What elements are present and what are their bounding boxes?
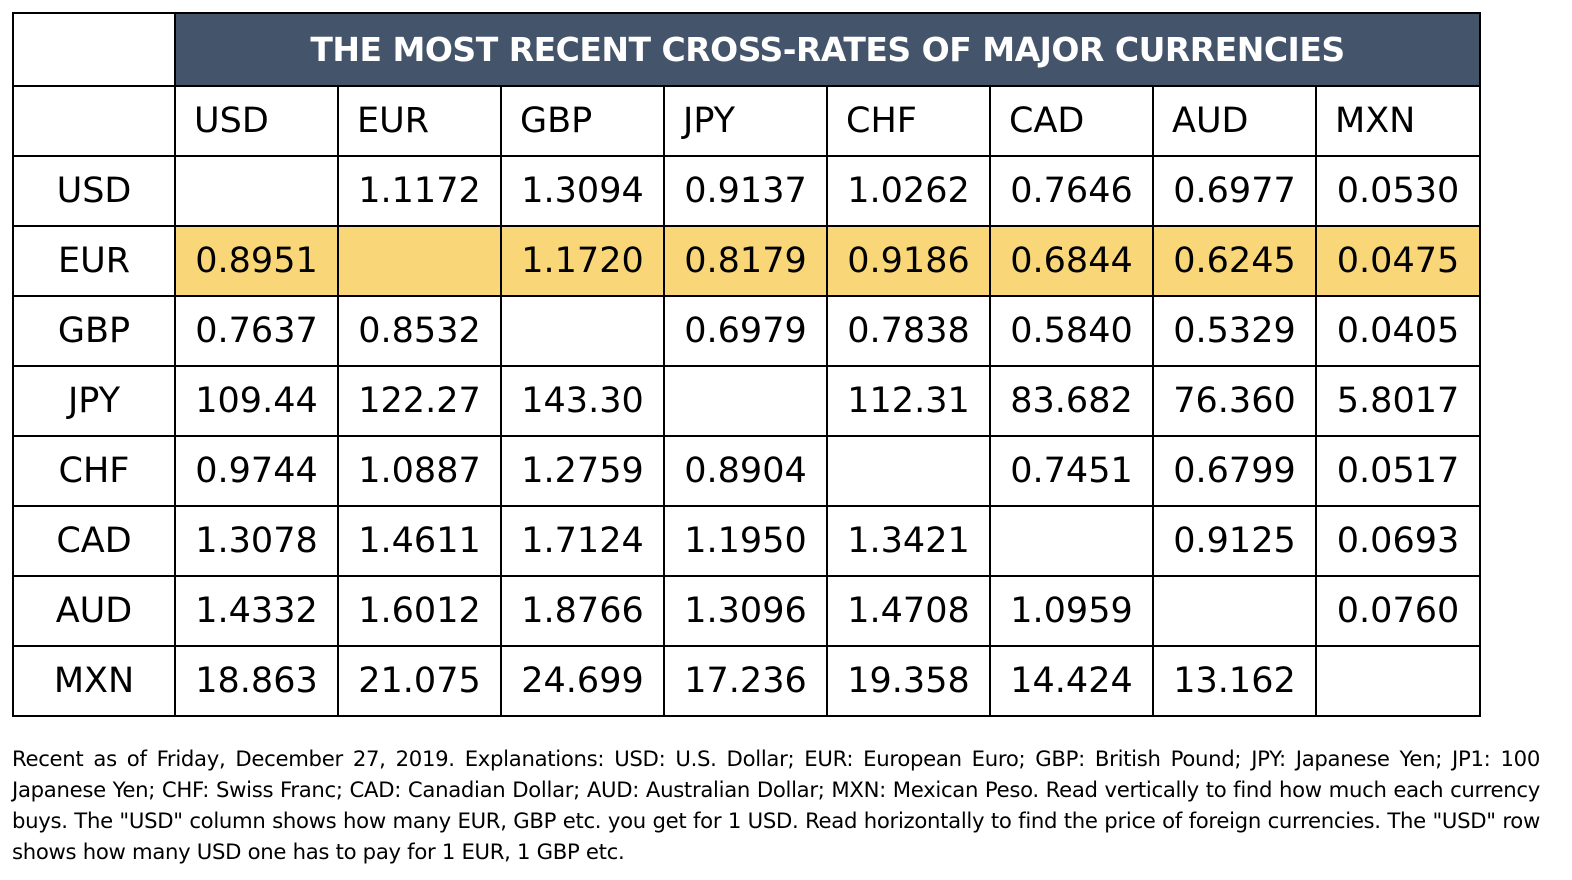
rate-cell: 1.7124 — [500, 505, 665, 577]
rate-cell — [989, 505, 1154, 577]
rate-cell: 0.0405 — [1314, 295, 1482, 367]
rate-cell: 0.6979 — [663, 295, 828, 367]
row-header-jpy: JPY — [12, 365, 176, 437]
rate-cell: 1.1950 — [663, 505, 828, 577]
corner-cell — [12, 12, 176, 87]
footnote: Recent as of Friday, December 27, 2019. … — [12, 746, 1540, 864]
rate-cell: 1.4332 — [174, 575, 339, 647]
cross-rates-table: THE MOST RECENT CROSS-RATES OF MAJOR CUR… — [12, 12, 1482, 717]
rate-cell: 24.699 — [500, 645, 665, 717]
rate-cell: 18.863 — [174, 645, 339, 717]
rate-cell: 1.0262 — [826, 155, 991, 227]
rate-cell: 0.7451 — [989, 435, 1154, 507]
rate-cell: 1.3421 — [826, 505, 991, 577]
rate-cell: 0.7646 — [989, 155, 1154, 227]
rate-cell: 122.27 — [337, 365, 502, 437]
rate-cell: 5.8017 — [1314, 365, 1482, 437]
rate-cell: 1.3096 — [663, 575, 828, 647]
row-header-cad: CAD — [12, 505, 176, 577]
table-row-cad: CAD 1.3078 1.4611 1.7124 1.1950 1.3421 0… — [12, 505, 1482, 577]
rate-cell: 1.8766 — [500, 575, 665, 647]
rate-cell: 1.0887 — [337, 435, 502, 507]
column-header-jpy: JPY — [663, 85, 828, 157]
rate-cell: 19.358 — [826, 645, 991, 717]
rate-cell: 0.0693 — [1314, 505, 1482, 577]
rate-cell — [337, 225, 502, 297]
rate-cell: 76.360 — [1152, 365, 1317, 437]
rate-cell: 0.8179 — [663, 225, 828, 297]
column-header-aud: AUD — [1152, 85, 1317, 157]
column-header-row: USD EUR GBP JPY CHF CAD AUD MXN — [12, 85, 1482, 157]
rate-cell — [174, 155, 339, 227]
column-header-chf: CHF — [826, 85, 991, 157]
rate-cell: 0.5840 — [989, 295, 1154, 367]
rate-cell: 0.8904 — [663, 435, 828, 507]
column-header-mxn: MXN — [1314, 85, 1482, 157]
rate-cell: 0.5329 — [1152, 295, 1317, 367]
table-row-mxn: MXN 18.863 21.075 24.699 17.236 19.358 1… — [12, 645, 1482, 717]
table-row-jpy: JPY 109.44 122.27 143.30 112.31 83.682 7… — [12, 365, 1482, 437]
column-header-gbp: GBP — [500, 85, 665, 157]
rate-cell: 83.682 — [989, 365, 1154, 437]
row-header-chf: CHF — [12, 435, 176, 507]
row-header-eur: EUR — [12, 225, 176, 297]
rate-cell — [826, 435, 991, 507]
rate-cell: 13.162 — [1152, 645, 1317, 717]
table-row-aud: AUD 1.4332 1.6012 1.8766 1.3096 1.4708 1… — [12, 575, 1482, 647]
table-row-eur: EUR 0.8951 1.1720 0.8179 0.9186 0.6844 0… — [12, 225, 1482, 297]
row-header-usd: USD — [12, 155, 176, 227]
column-header-cad: CAD — [989, 85, 1154, 157]
rate-cell: 1.1720 — [500, 225, 665, 297]
rate-cell: 1.0959 — [989, 575, 1154, 647]
rate-cell: 112.31 — [826, 365, 991, 437]
rate-cell: 1.2759 — [500, 435, 665, 507]
rate-cell: 0.0760 — [1314, 575, 1482, 647]
rate-cell: 1.4708 — [826, 575, 991, 647]
rate-cell: 0.7838 — [826, 295, 991, 367]
table-row-usd: USD 1.1172 1.3094 0.9137 1.0262 0.7646 0… — [12, 155, 1482, 227]
rate-cell: 1.4611 — [337, 505, 502, 577]
rate-cell: 0.0517 — [1314, 435, 1482, 507]
rate-cell — [500, 295, 665, 367]
rate-cell: 0.8532 — [337, 295, 502, 367]
rate-cell: 0.7637 — [174, 295, 339, 367]
rate-cell: 0.9744 — [174, 435, 339, 507]
row-header-aud: AUD — [12, 575, 176, 647]
rate-cell — [1314, 645, 1482, 717]
rate-cell — [663, 365, 828, 437]
row-header-mxn: MXN — [12, 645, 176, 717]
rate-cell: 0.6844 — [989, 225, 1154, 297]
rate-cell: 17.236 — [663, 645, 828, 717]
rate-cell: 1.3094 — [500, 155, 665, 227]
title-row: THE MOST RECENT CROSS-RATES OF MAJOR CUR… — [12, 12, 1482, 87]
rate-cell: 1.6012 — [337, 575, 502, 647]
column-header-usd: USD — [174, 85, 339, 157]
rate-cell: 0.6799 — [1152, 435, 1317, 507]
rate-cell: 0.9186 — [826, 225, 991, 297]
rate-cell: 0.6977 — [1152, 155, 1317, 227]
rate-cell: 109.44 — [174, 365, 339, 437]
rate-cell: 1.1172 — [337, 155, 502, 227]
rate-cell: 0.0475 — [1314, 225, 1482, 297]
rate-cell: 0.8951 — [174, 225, 339, 297]
row-header-gbp: GBP — [12, 295, 176, 367]
table-row-gbp: GBP 0.7637 0.8532 0.6979 0.7838 0.5840 0… — [12, 295, 1482, 367]
header-corner-cell — [12, 85, 176, 157]
table-row-chf: CHF 0.9744 1.0887 1.2759 0.8904 0.7451 0… — [12, 435, 1482, 507]
rate-cell: 14.424 — [989, 645, 1154, 717]
rate-cell: 143.30 — [500, 365, 665, 437]
column-header-eur: EUR — [337, 85, 502, 157]
rate-cell: 0.9125 — [1152, 505, 1317, 577]
rate-cell: 0.9137 — [663, 155, 828, 227]
table-title: THE MOST RECENT CROSS-RATES OF MAJOR CUR… — [173, 12, 1482, 87]
rate-cell: 1.3078 — [174, 505, 339, 577]
rate-cell: 0.6245 — [1152, 225, 1317, 297]
rate-cell: 0.0530 — [1314, 155, 1482, 227]
rate-cell: 21.075 — [337, 645, 502, 717]
rate-cell — [1152, 575, 1317, 647]
